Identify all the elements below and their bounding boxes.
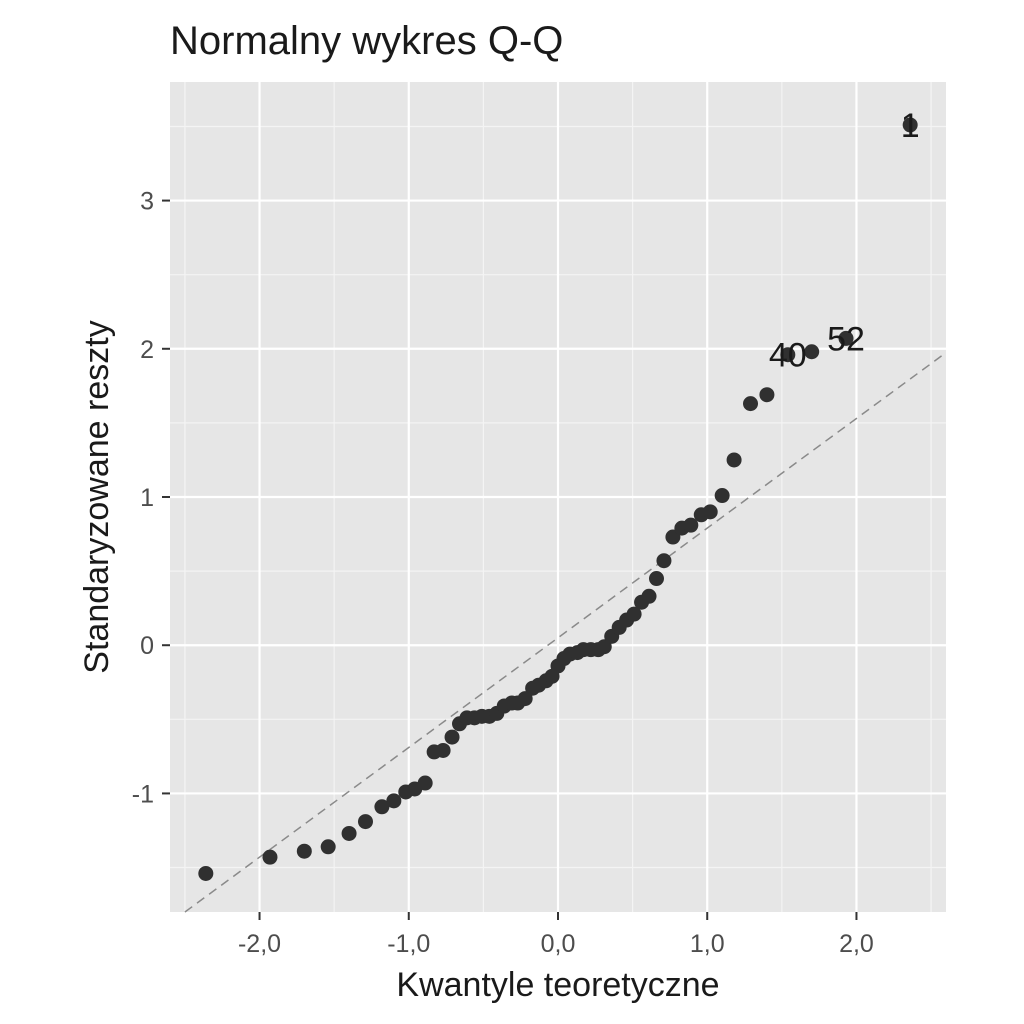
data-point bbox=[341, 825, 357, 841]
data-point bbox=[626, 606, 642, 622]
data-point bbox=[320, 839, 336, 855]
data-point bbox=[683, 517, 699, 533]
data-point bbox=[714, 488, 730, 504]
y-tick-label: 3 bbox=[140, 188, 154, 216]
x-tick-label: -1,0 bbox=[387, 930, 430, 958]
point-label: 52 bbox=[827, 320, 865, 358]
data-point bbox=[702, 504, 718, 520]
data-point bbox=[596, 639, 612, 655]
data-point bbox=[262, 849, 278, 865]
x-tick-label: 0,0 bbox=[541, 930, 576, 958]
reference-line bbox=[184, 352, 947, 913]
point-labels: 40 52 1 bbox=[769, 107, 920, 375]
y-tick-label: 2 bbox=[140, 336, 154, 364]
data-point bbox=[743, 396, 759, 412]
y-tick-label: -1 bbox=[132, 780, 154, 808]
grid-lines bbox=[170, 82, 946, 912]
data-point bbox=[517, 691, 533, 707]
y-axis-ticks: -1 0 1 2 3 bbox=[132, 188, 170, 808]
data-point bbox=[759, 387, 775, 403]
reference-line-group bbox=[184, 352, 947, 913]
data-point bbox=[648, 571, 664, 587]
data-point bbox=[444, 729, 460, 745]
x-axis-ticks: -2,0 -1,0 0,0 1,0 2,0 bbox=[238, 912, 874, 958]
x-tick-label: -2,0 bbox=[238, 930, 281, 958]
x-tick-label: 2,0 bbox=[839, 930, 874, 958]
data-point bbox=[780, 347, 796, 363]
data-point bbox=[902, 117, 918, 133]
point-label: 40 bbox=[769, 337, 807, 375]
data-point bbox=[726, 452, 742, 468]
data-point bbox=[435, 742, 451, 758]
data-point bbox=[417, 775, 433, 791]
y-tick-label: 1 bbox=[140, 484, 154, 512]
data-point bbox=[838, 330, 854, 346]
data-point bbox=[804, 344, 820, 360]
data-point bbox=[374, 799, 390, 815]
data-point bbox=[641, 588, 657, 604]
y-tick-label: 0 bbox=[140, 632, 154, 660]
point-label: 1 bbox=[901, 107, 920, 145]
data-point bbox=[357, 814, 373, 830]
data-point bbox=[656, 553, 672, 569]
data-points bbox=[198, 117, 918, 881]
data-point bbox=[386, 793, 402, 809]
data-point bbox=[198, 865, 214, 881]
x-tick-label: 1,0 bbox=[690, 930, 725, 958]
data-point bbox=[296, 843, 312, 859]
chart-title: Normalny wykres Q-Q bbox=[170, 19, 563, 63]
x-axis-title: Kwantyle teoretyczne bbox=[396, 966, 719, 1004]
y-axis-title: Standaryzowane reszty bbox=[78, 320, 116, 673]
